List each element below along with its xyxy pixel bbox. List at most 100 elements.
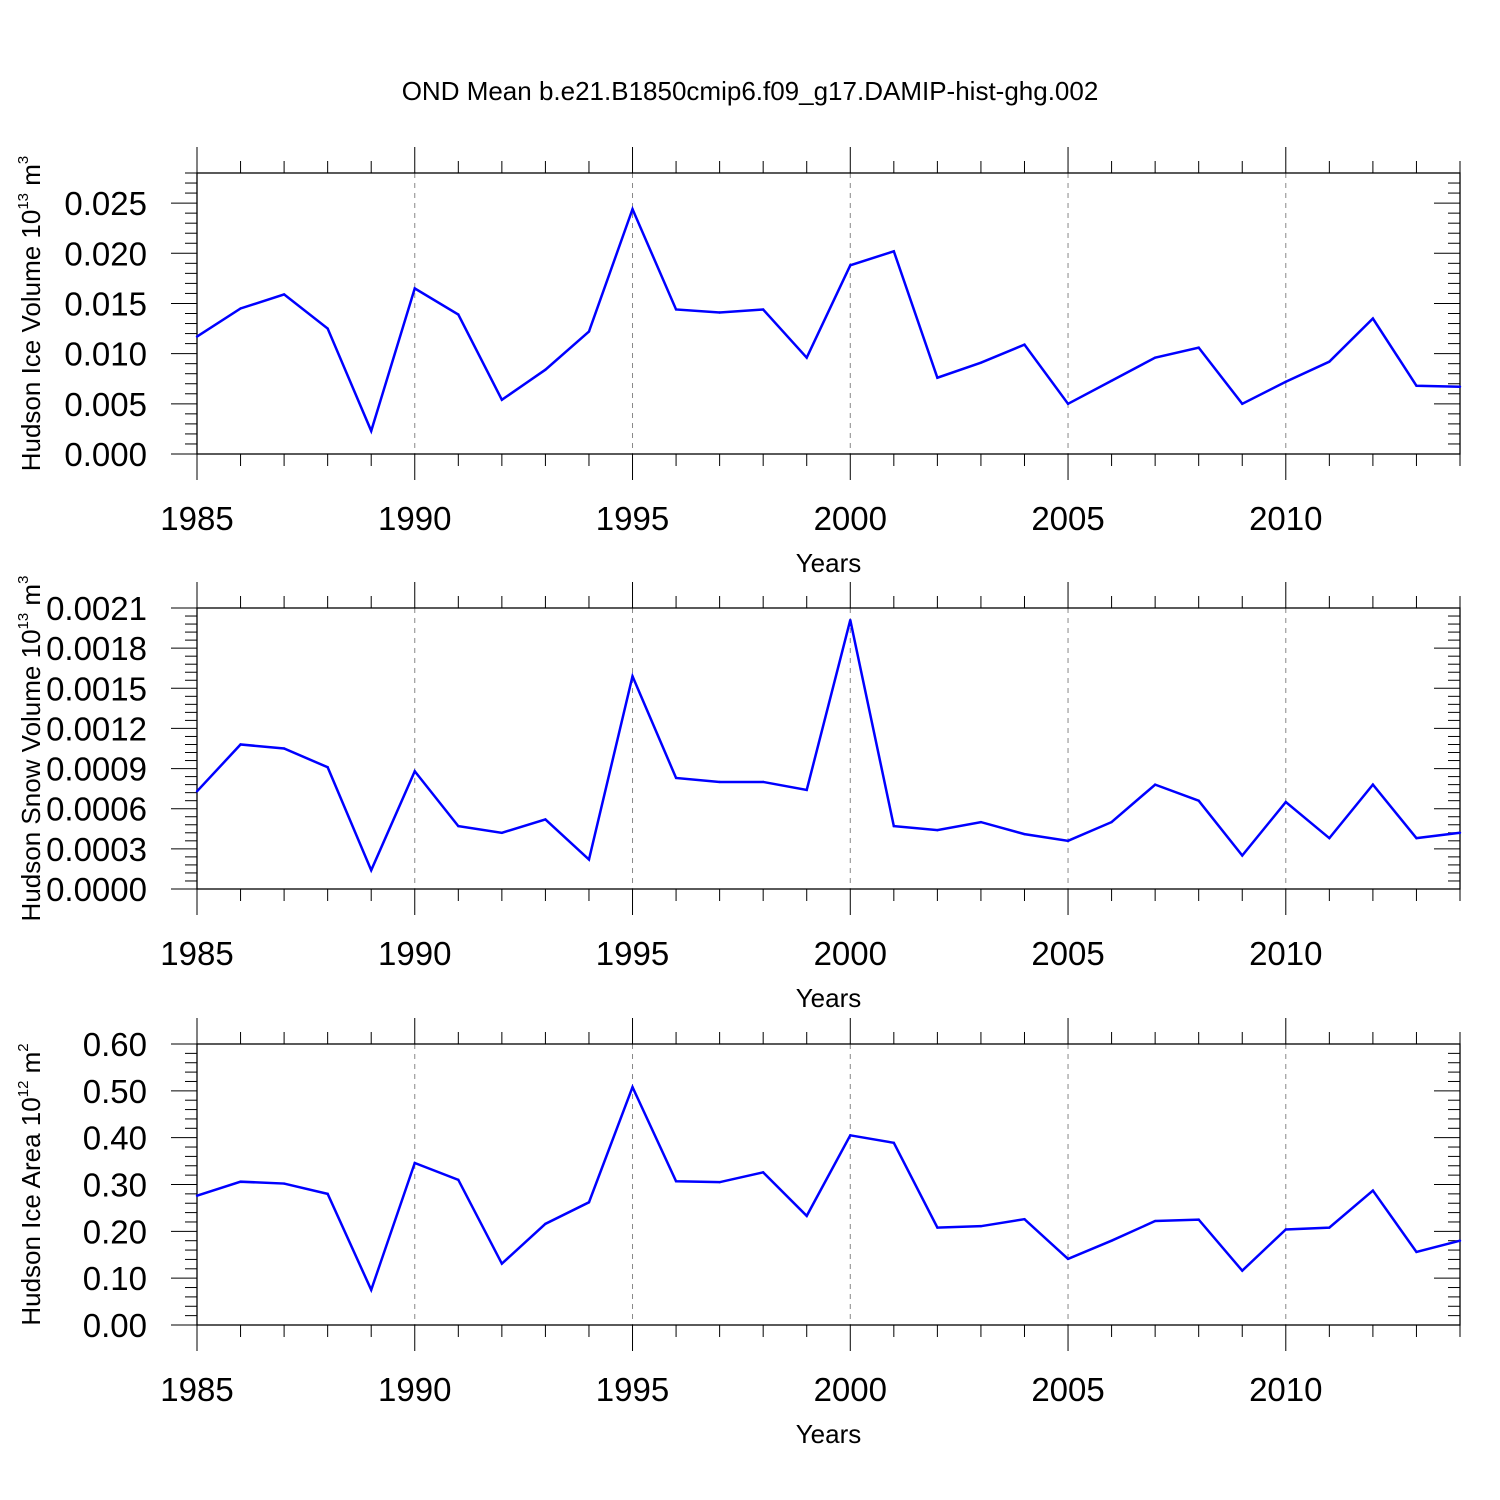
data-point	[761, 780, 765, 784]
data-point	[457, 313, 460, 316]
data-point	[1023, 1217, 1026, 1221]
data-point	[936, 1226, 939, 1229]
data-point	[413, 770, 416, 773]
y-tick-label: 0.00	[83, 1307, 147, 1344]
x-axis-label: Years	[796, 983, 862, 1013]
data-point	[1371, 317, 1375, 320]
data-point	[849, 618, 852, 622]
data-point	[326, 327, 329, 330]
data-point	[587, 1201, 591, 1204]
y-axis-label-unit: m	[16, 584, 46, 613]
x-tick-label: 1985	[160, 500, 233, 537]
data-point	[1458, 385, 1462, 388]
x-tick-label: 2010	[1249, 500, 1322, 537]
data-series-line	[196, 1083, 1461, 1294]
data-point	[761, 1171, 765, 1174]
y-tick-label: 0.0003	[46, 831, 147, 868]
data-point	[1458, 1239, 1462, 1242]
data-series-line	[196, 619, 1461, 874]
chart-panel-3: 1985 1990 1995 2000 2005 2010 Years 0.00 0.10 0.2…	[15, 1018, 1462, 1449]
y-tick-label: 0.010	[64, 336, 147, 373]
y-tick-label: 0.000	[64, 436, 147, 473]
data-point	[1197, 1218, 1200, 1221]
data-point	[500, 1262, 504, 1265]
data-point	[239, 307, 242, 310]
x-tick-label: 1995	[596, 1371, 669, 1408]
data-point	[979, 361, 983, 364]
x-tick-label: 1990	[378, 1371, 451, 1408]
data-point	[1284, 1228, 1287, 1231]
data-point	[457, 1178, 460, 1182]
data-point	[1023, 832, 1026, 836]
y-tick-label: 0.20	[83, 1213, 147, 1250]
x-tick-label: 1985	[160, 1371, 233, 1408]
data-point	[805, 1214, 808, 1218]
data-point	[1153, 1219, 1157, 1223]
data-point	[761, 308, 765, 311]
data-point	[631, 1085, 634, 1089]
data-point	[674, 308, 678, 311]
data-point	[892, 250, 896, 253]
x-tick-label: 2010	[1249, 1371, 1322, 1408]
x-axis-label: Years	[796, 1419, 862, 1449]
data-point	[1415, 836, 1418, 840]
data-point	[413, 287, 416, 290]
data-point	[936, 828, 939, 832]
y-tick-label: 0.025	[64, 185, 147, 222]
x-tick-label: 2000	[814, 1371, 887, 1408]
data-point	[1284, 380, 1287, 383]
data-point	[718, 1180, 721, 1184]
data-point	[1066, 402, 1070, 406]
y-tick-label: 0.0012	[46, 710, 147, 747]
x-tick-label: 2005	[1031, 500, 1104, 537]
x-tick-label: 2010	[1249, 935, 1322, 972]
data-point	[457, 824, 460, 828]
y-tick-label: 0.0018	[46, 630, 147, 667]
data-point	[413, 1161, 416, 1165]
chart-panel-2: 1985 1990 1995 2000 2005 2010Years0.00000.000…	[15, 576, 1462, 1013]
data-point	[631, 675, 634, 678]
data-point	[1328, 1226, 1331, 1229]
data-point	[1415, 384, 1418, 387]
x-tick-label: 2005	[1031, 935, 1104, 972]
y-tick-label: 0.005	[64, 386, 147, 423]
data-point	[544, 1222, 547, 1226]
x-tick-label: 1990	[378, 500, 451, 537]
data-point	[1458, 831, 1462, 834]
data-point	[979, 820, 983, 824]
y-tick-label: 0.0000	[46, 871, 147, 908]
x-tick-label: 2005	[1031, 1371, 1104, 1408]
y-axis-label: Hudson Snow Volume 1013 m3	[15, 576, 46, 922]
data-point	[718, 780, 721, 784]
y-axis-label-exponent: 12	[15, 1081, 32, 1098]
data-point	[979, 1224, 983, 1228]
data-point	[1328, 360, 1331, 363]
x-tick-label: 1995	[596, 500, 669, 537]
data-point	[631, 207, 634, 211]
y-tick-label: 0.30	[83, 1167, 147, 1204]
y-tick-label: 0.0015	[46, 670, 147, 707]
y-axis-label-unit-exponent: 3	[15, 156, 32, 164]
x-axis-label: Years	[796, 548, 862, 578]
data-series-line	[196, 205, 1461, 435]
x-tick-label: 2000	[814, 935, 887, 972]
data-point	[1415, 1250, 1418, 1254]
data-point	[1153, 783, 1157, 786]
data-point	[849, 1134, 852, 1137]
y-axis-label-main: Hudson Ice Volume 10	[16, 210, 46, 472]
plot-frame	[196, 1043, 1461, 1326]
y-axis-label: Hudson Ice Area 1012 m2	[15, 1043, 46, 1325]
data-point	[239, 743, 242, 746]
y-tick-label: 0.10	[83, 1260, 147, 1297]
x-tick-label: 1985	[160, 935, 233, 972]
data-point	[195, 335, 199, 338]
y-axis-label-exponent: 13	[15, 613, 32, 630]
data-point	[1371, 783, 1375, 786]
data-point	[1066, 1257, 1070, 1261]
data-point	[282, 747, 286, 750]
data-point	[849, 264, 852, 267]
x-tick-label: 1995	[596, 935, 669, 972]
data-point	[500, 831, 504, 834]
x-tick-label: 2000	[814, 500, 887, 537]
